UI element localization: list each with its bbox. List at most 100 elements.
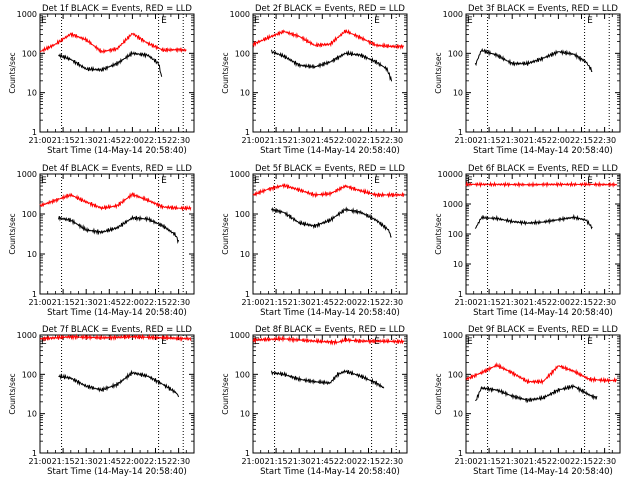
y-tick-label: 10 [27,410,37,419]
x-tick-label: 22:00 [121,457,144,466]
panel-title: Det 1f BLACK = Events, RED = LLD [42,4,192,14]
event-marker-label: E [161,16,167,26]
x-tick-label: 22:15 [357,136,380,145]
y-axis-label: Counts/sec [221,373,230,414]
y-axis-label: Counts/sec [221,213,230,254]
x-tick-label: 21:00 [241,457,264,466]
plot-frame [39,13,195,133]
y-tick-label: 1 [245,290,250,299]
x-tick-label: 21:00 [28,136,51,145]
panel-title: Det 3f BLACK = Events, RED = LLD [468,4,618,14]
plot-frame [465,334,621,454]
y-tick-label: 100 [22,49,37,58]
panel-9: Det 9f BLACK = Events, RED = LLD 1 10 100 10… [434,325,621,477]
x-tick-label: 21:30 [501,298,524,307]
y-tick-label: 10 [240,89,250,98]
y-tick-label: 1000 [17,170,37,179]
y-tick-label: 1 [32,290,37,299]
lld-series-line [39,32,187,54]
events-series-line [58,369,180,398]
x-axis-label: Start Time (14-May-14 20:58:40) [260,146,400,156]
y-tick-label: 10000 [438,170,463,179]
y-tick-label: 1000 [230,331,250,340]
events-series-line [271,49,393,82]
y-axis-label: Counts/sec [434,373,443,414]
x-tick-label: 21:30 [75,298,98,307]
y-tick-label: 100 [235,210,250,219]
panel-7: Det 7f BLACK = Events, RED = LLD 1 10 100 10… [8,325,195,477]
x-tick-label: 22:30 [380,457,403,466]
x-tick-label: 22:30 [593,136,616,145]
x-tick-label: 21:15 [478,457,501,466]
y-tick-label: 100 [448,370,463,379]
x-axis-label: Start Time (14-May-14 20:58:40) [47,146,187,156]
plot-frame [39,173,195,295]
y-axis-label: Counts/sec [8,213,17,254]
x-tick-label: 21:45 [311,298,334,307]
x-axis-label: Start Time (14-May-14 20:58:40) [47,467,187,477]
x-axis-label: Start Time (14-May-14 20:58:40) [473,146,613,156]
y-tick-label: 10 [453,89,463,98]
x-tick-label: 22:00 [334,457,357,466]
events-series-line [271,206,392,238]
lld-series-line [252,183,405,199]
x-tick-label: 22:00 [334,136,357,145]
x-tick-label: 22:15 [570,298,593,307]
x-axis-label: Start Time (14-May-14 20:58:40) [260,467,400,477]
y-tick-label: 1000 [443,331,463,340]
event-marker-label: E [467,16,473,26]
x-tick-label: 22:15 [357,298,380,307]
x-tick-label: 22:00 [334,298,357,307]
events-series-line [58,50,163,77]
x-tick-label: 22:15 [357,457,380,466]
x-tick-label: 21:00 [454,298,477,307]
x-tick-label: 21:30 [75,457,98,466]
x-axis-label: Start Time (14-May-14 20:58:40) [473,467,613,477]
event-marker-label: E [254,176,260,186]
y-tick-label: 1000 [443,200,463,209]
y-axis-label: Counts/sec [221,52,230,93]
x-tick-label: 22:15 [144,298,167,307]
x-tick-label: 21:00 [28,298,51,307]
plot-frame [465,13,621,133]
y-tick-label: 100 [448,230,463,239]
x-tick-label: 21:30 [288,457,311,466]
event-marker-label: E [374,16,380,26]
x-tick-label: 21:30 [501,136,524,145]
x-tick-label: 22:15 [570,457,593,466]
y-tick-label: 1 [458,449,463,458]
y-tick-label: 100 [235,49,250,58]
x-tick-label: 21:45 [98,136,121,145]
events-series-line [271,369,385,389]
x-tick-label: 22:30 [167,136,190,145]
y-tick-label: 1 [245,449,250,458]
y-axis-label: Counts/sec [8,373,17,414]
y-tick-label: 1000 [230,10,250,19]
x-tick-label: 21:30 [288,298,311,307]
x-tick-label: 21:30 [288,136,311,145]
y-tick-label: 10 [27,250,37,259]
x-tick-label: 22:30 [167,457,190,466]
panel-6: Det 6f BLACK = Events, RED = LLD 1 10 100 10… [434,164,621,318]
x-tick-label: 21:45 [524,136,547,145]
event-marker-label: E [161,337,167,347]
event-marker-label: E [254,16,260,26]
event-marker-label: E [254,337,260,347]
plot-frame [252,173,408,295]
x-tick-label: 21:45 [311,457,334,466]
plot-frame [252,13,408,133]
panel-5: Det 5f BLACK = Events, RED = LLD 1 10 100 10… [221,164,408,318]
y-tick-label: 1 [458,290,463,299]
y-tick-label: 10 [240,410,250,419]
x-tick-label: 22:30 [593,298,616,307]
y-axis-label: Counts/sec [434,52,443,93]
x-axis-label: Start Time (14-May-14 20:58:40) [47,308,187,318]
x-tick-label: 22:00 [547,457,570,466]
plot-frame [39,334,195,454]
plot-frame [252,334,408,454]
x-tick-label: 22:15 [144,457,167,466]
event-marker-label: E [374,176,380,186]
x-tick-label: 21:15 [478,298,501,307]
y-tick-label: 10 [453,410,463,419]
